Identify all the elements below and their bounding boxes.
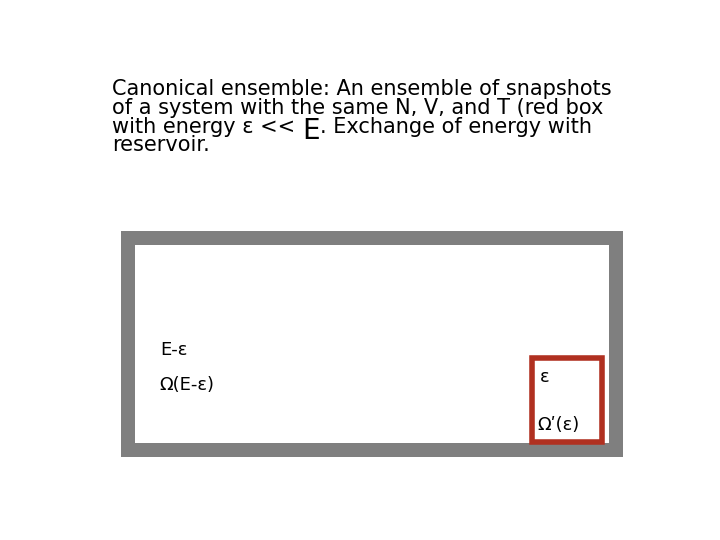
Text: ε: ε — [540, 368, 550, 386]
Text: E: E — [302, 117, 320, 145]
Text: with energy ε <<: with energy ε << — [112, 117, 302, 137]
Bar — [532, 357, 602, 442]
Text: E-ε: E-ε — [160, 341, 187, 359]
Bar — [135, 245, 610, 443]
Text: Ωʹ(ε): Ωʹ(ε) — [538, 416, 580, 434]
Text: of a system with the same N, V, and T (red box: of a system with the same N, V, and T (r… — [112, 98, 603, 118]
Bar — [121, 231, 624, 457]
Text: Ω(E-ε): Ω(E-ε) — [160, 376, 215, 394]
Text: . Exchange of energy with: . Exchange of energy with — [320, 117, 592, 137]
Text: Canonical ensemble: An ensemble of snapshots: Canonical ensemble: An ensemble of snaps… — [112, 79, 612, 99]
Text: reservoir.: reservoir. — [112, 136, 210, 156]
